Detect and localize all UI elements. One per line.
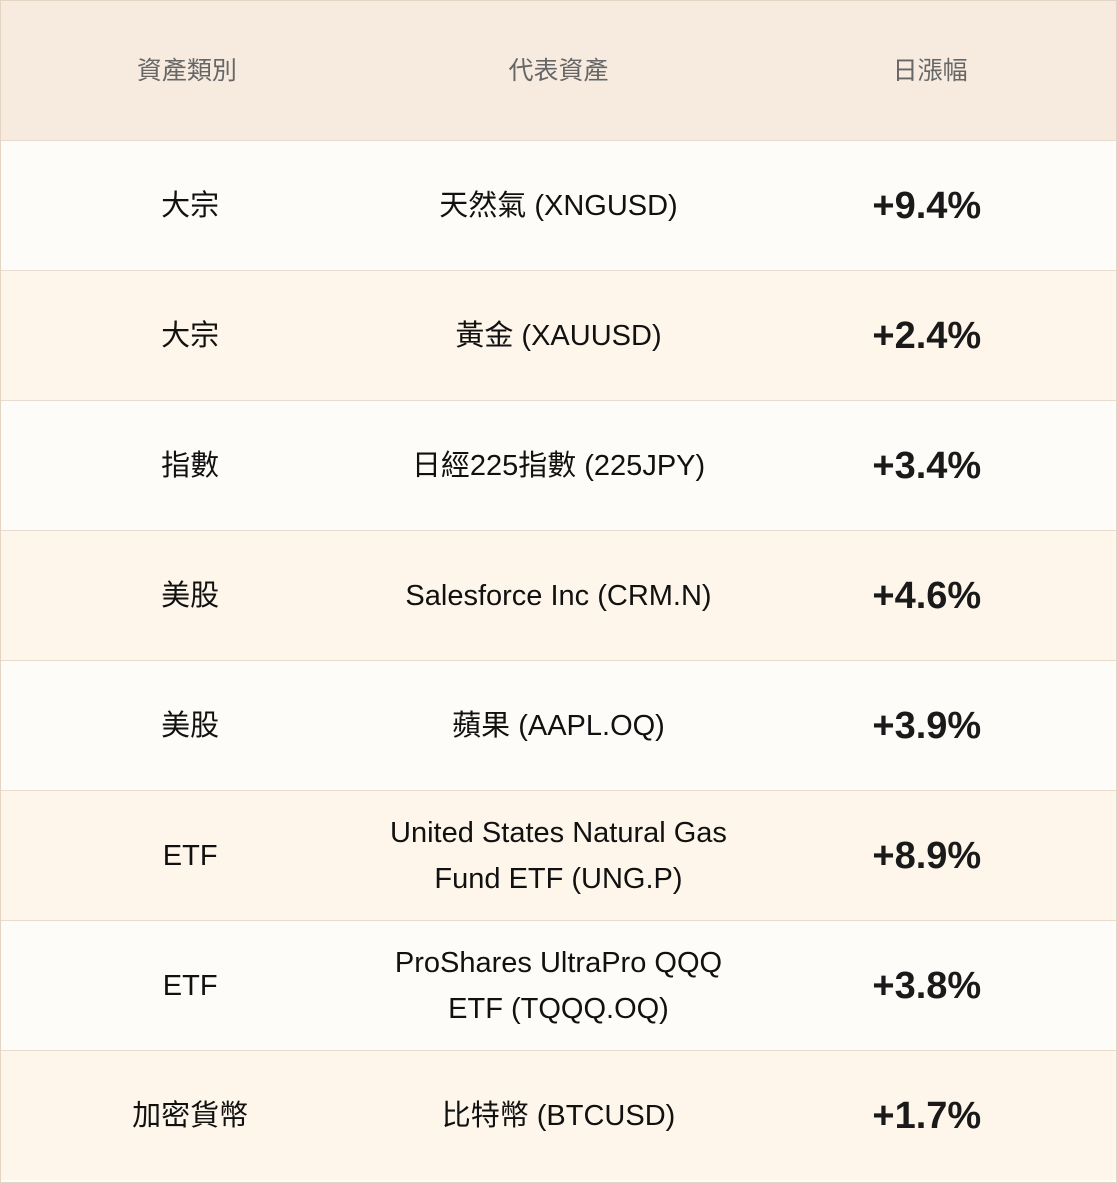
cell-category: 美股 (161, 709, 220, 742)
cell-change: +3.9% (872, 704, 982, 747)
header-change: 日漲幅 (892, 56, 968, 85)
cell-asset: 黃金 (XAUUSD) (455, 319, 662, 352)
cell-asset: 日經225指數 (225JPY) (411, 449, 706, 482)
cell-category: ETF (162, 839, 218, 872)
cell-change: +1.7% (872, 1094, 982, 1137)
cell-change: +3.8% (872, 964, 982, 1007)
table-row: 指數 日經225指數 (225JPY) +3.4% (1, 400, 1116, 530)
table-row: 加密貨幣 比特幣 (BTCUSD) +1.7% (1, 1050, 1116, 1180)
cell-change: +2.4% (872, 314, 982, 357)
cell-asset: 蘋果 (AAPL.OQ) (452, 709, 665, 742)
table-header: 資產類別 代表資產 日漲幅 (1, 1, 1116, 140)
cell-category: 大宗 (161, 319, 220, 352)
cell-asset: ProShares UltraPro QQQ ETF (TQQQ.OQ) (394, 946, 723, 1025)
cell-category: 指數 (161, 449, 220, 482)
cell-asset: United States Natural Gas Fund ETF (UNG.… (390, 816, 727, 895)
cell-category: 美股 (161, 579, 220, 612)
table-row: 大宗 黃金 (XAUUSD) +2.4% (1, 270, 1116, 400)
table-row: 美股 Salesforce Inc (CRM.N) +4.6% (1, 530, 1116, 660)
cell-category: 大宗 (161, 189, 220, 222)
cell-category: ETF (162, 969, 218, 1002)
cell-asset: 天然氣 (XNGUSD) (439, 189, 678, 222)
cell-category: 加密貨幣 (132, 1099, 249, 1132)
header-asset: 代表資產 (508, 56, 609, 85)
header-category: 資產類別 (136, 56, 237, 85)
cell-change: +8.9% (872, 834, 982, 877)
cell-change: +4.6% (872, 574, 982, 617)
table-row: ETF United States Natural Gas Fund ETF (U… (1, 790, 1116, 920)
cell-change: +9.4% (872, 184, 982, 227)
cell-asset: Salesforce Inc (CRM.N) (405, 579, 712, 612)
table-row: ETF ProShares UltraPro QQQ ETF (TQQQ.OQ) +… (1, 920, 1116, 1050)
cell-change: +3.4% (872, 444, 982, 487)
table-row: 美股 蘋果 (AAPL.OQ) +3.9% (1, 660, 1116, 790)
table-row: 大宗 天然氣 (XNGUSD) +9.4% (1, 140, 1116, 270)
cell-asset: 比特幣 (BTCUSD) (441, 1099, 676, 1132)
